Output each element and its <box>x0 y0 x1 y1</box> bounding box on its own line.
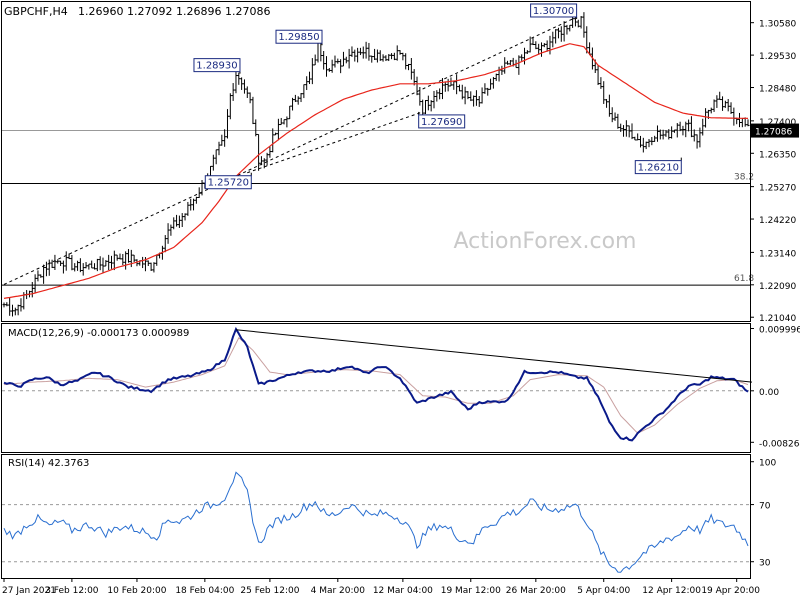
current-price-tag <box>751 123 799 138</box>
macd-tick-label: -0.008264 <box>759 439 800 449</box>
price-tick-label: 1.28480 <box>759 85 796 95</box>
x-tick-label: 18 Feb 04:00 <box>175 586 234 596</box>
x-tick-label: 10 Feb 20:00 <box>107 586 166 596</box>
price-label-box <box>193 58 241 73</box>
x-tick-label: 19 Mar 12:00 <box>441 586 501 596</box>
price-tick-label: 1.21040 <box>759 314 796 324</box>
macd-trendline <box>235 329 753 383</box>
rsi-panel: 100 70 30 <box>2 459 776 573</box>
watermark: ActionForex.com <box>454 229 637 254</box>
x-tick-label: 12 Mar 04:00 <box>373 586 433 596</box>
rsi-line <box>3 471 749 573</box>
panel-frame-3 <box>1 454 751 579</box>
current-price-tag-text: 1.27086 <box>755 128 792 138</box>
price-tick-label: 1.25270 <box>759 184 796 194</box>
price-label-box <box>530 3 578 18</box>
price-tick-label: 1.27400 <box>759 118 796 128</box>
x-tick-label: 27 Jan 2021 <box>2 586 56 596</box>
price-tick-label: 1.30580 <box>759 20 796 30</box>
panel-frame-1 <box>1 1 751 322</box>
macd-line <box>3 326 749 442</box>
rsi-title: RSI(14) 42.3763 <box>8 458 89 469</box>
macd-tick-label: 0.00 <box>759 388 779 398</box>
trend-channel-line <box>3 18 573 285</box>
macd-panel: 0.009996 0.00 -0.008264 <box>2 326 800 449</box>
price-label-box <box>204 175 252 190</box>
price-label-text: 1.30700 <box>533 6 574 17</box>
fib-level-label: 38.2 <box>734 173 754 183</box>
price-label-box <box>275 29 323 44</box>
price-tick-label: 1.24220 <box>759 216 796 226</box>
price-tick-label: 1.22090 <box>759 282 796 292</box>
moving-average-line <box>3 43 749 299</box>
price-label-text: 1.26210 <box>638 163 679 174</box>
macd-title: MACD(12,26,9) -0.000173 0.000989 <box>8 328 189 339</box>
price-label-box <box>634 160 682 175</box>
price-tick-label: 1.29530 <box>759 52 796 62</box>
rsi-tick-label: 30 <box>759 559 771 569</box>
rsi-tick-label: 70 <box>759 502 771 512</box>
x-tick-label: 25 Feb 12:00 <box>240 586 299 596</box>
price-tick-label: 1.23140 <box>759 249 796 259</box>
x-tick-label: 3 Feb 12:00 <box>45 586 99 596</box>
x-tick-label: 19 Apr 20:00 <box>701 586 760 596</box>
fib-level-label: 61.8 <box>734 274 754 284</box>
price-label-text: 1.29850 <box>278 32 319 43</box>
price-label-text: 1.28930 <box>196 61 237 72</box>
x-tick-label: 5 Apr 04:00 <box>577 586 630 596</box>
x-tick-label: 26 Mar 20:00 <box>506 586 566 596</box>
price-header-symbol: GBPCHF,H4 <box>4 5 68 18</box>
price-header-ohlc: 1.26960 1.27092 1.26896 1.27086 <box>78 5 270 18</box>
price-label-text: 1.25720 <box>208 178 249 189</box>
price-label-box <box>418 114 466 129</box>
panel-frame-2 <box>1 323 751 453</box>
macd-signal-line <box>3 336 749 434</box>
rsi-tick-label: 100 <box>759 459 776 469</box>
x-tick-label: 12 Apr 12:00 <box>642 586 701 596</box>
price-panel: 1.30580 1.29530 1.28480 1.27400 1.26350 1.252… <box>2 3 799 324</box>
macd-tick-label: 0.009996 <box>759 326 800 336</box>
x-tick-label: 4 Mar 20:00 <box>311 586 366 596</box>
support-dashed-line <box>247 111 423 174</box>
price-label-text: 1.27690 <box>421 117 462 128</box>
price-tick-label: 1.26350 <box>759 150 796 160</box>
